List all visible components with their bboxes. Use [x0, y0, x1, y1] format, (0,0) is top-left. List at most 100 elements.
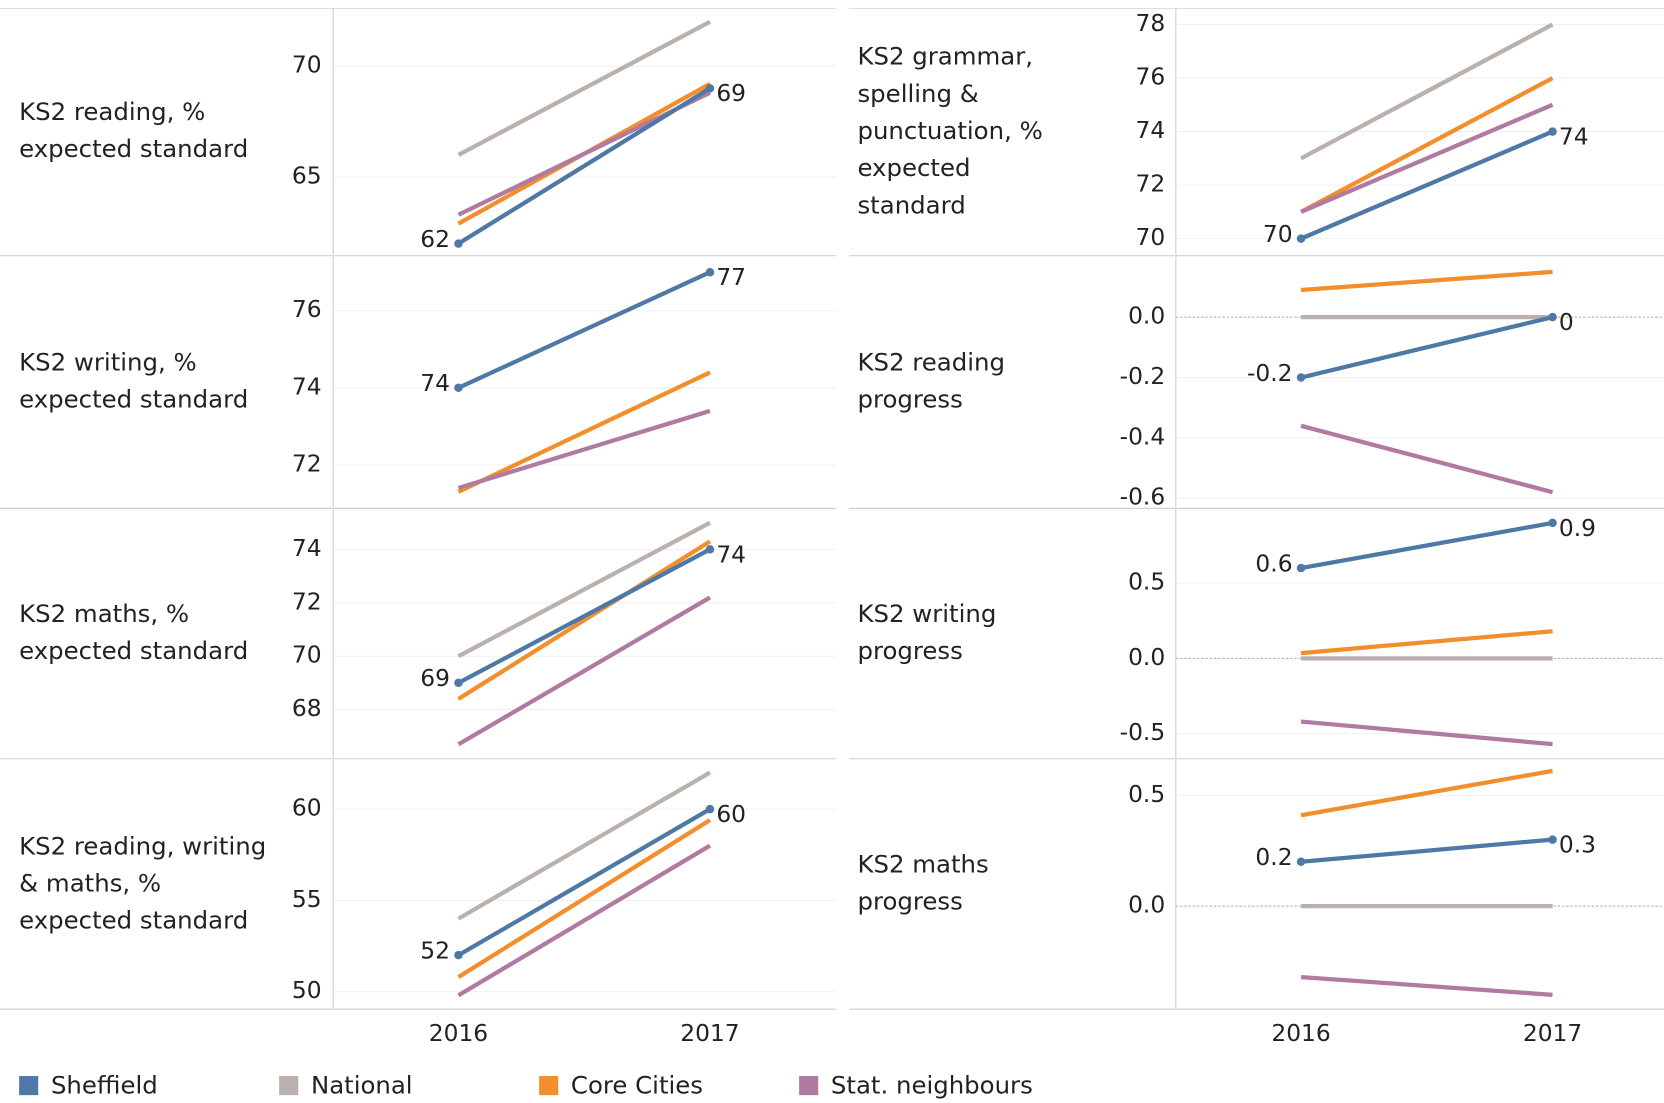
- y-tick-label: 78: [1136, 9, 1166, 37]
- point: [454, 383, 463, 393]
- series-line: Core Cities: [1300, 629, 1553, 656]
- series-line: National: [457, 19, 711, 157]
- point: [1548, 518, 1557, 528]
- panel-title-box: KS2 maths progress: [857, 851, 989, 916]
- y-tick-label: 55: [292, 885, 322, 913]
- y-tick-label: 68: [292, 694, 322, 722]
- data-label: 62: [420, 225, 450, 253]
- series-line: Stat. neighbours: [457, 408, 711, 491]
- data-label: -0.2: [1247, 359, 1293, 387]
- y-tick-label: 72: [292, 449, 322, 477]
- series-line: Sheffield: [1300, 520, 1553, 571]
- y-tick-label: 76: [292, 295, 322, 323]
- data-label: 70: [1263, 220, 1293, 248]
- panel-title: KS2 writing progress: [857, 600, 997, 666]
- series-line: Sheffield: [457, 807, 712, 958]
- panel-title: KS2 reading progress: [857, 349, 1005, 414]
- data-label: 69: [420, 664, 450, 692]
- series-line: Sheffield: [457, 86, 712, 246]
- y-tick-label: -0.4: [1120, 422, 1166, 450]
- point: [454, 239, 463, 248]
- y-tick-label: 0.5: [1128, 780, 1165, 808]
- series-line: Core Cities: [457, 818, 712, 979]
- series-line: Stat. neighbours: [1300, 102, 1554, 214]
- y-tick-label: 72: [1136, 170, 1166, 198]
- panel-title: KS2 reading, % expected standard: [19, 98, 249, 164]
- panel-title-box: KS2 writing, % expected standard: [19, 349, 249, 414]
- panel-title-box: KS2 reading progress: [857, 349, 1005, 414]
- panel-title: KS2 maths, % expected standard: [19, 600, 249, 666]
- legend-label: National: [311, 1071, 413, 1100]
- series-line: Stat. neighbours: [457, 595, 712, 747]
- legend-swatch: [799, 1076, 819, 1096]
- point: [1296, 234, 1306, 243]
- y-tick-label: 60: [292, 794, 322, 822]
- point: [1296, 857, 1306, 867]
- y-tick-label: 72: [292, 587, 322, 615]
- series-line: Sheffield: [1300, 837, 1553, 864]
- point: [1548, 312, 1557, 322]
- series-line: Sheffield: [457, 270, 711, 390]
- point: [705, 804, 715, 814]
- data-label: 0.9: [1559, 514, 1596, 542]
- data-label: 74: [1559, 122, 1589, 150]
- data-label: 69: [716, 79, 746, 107]
- legend-label: Core Cities: [571, 1071, 703, 1100]
- legend-swatch: [279, 1076, 299, 1096]
- y-tick-label: -0.6: [1120, 483, 1166, 511]
- x-tick-label: 2017: [1523, 1019, 1582, 1047]
- series-line: Stat. neighbours: [1300, 423, 1554, 495]
- panel-title: KS2 reading, writing & maths, % expected…: [19, 832, 267, 935]
- y-tick-label: 0.5: [1128, 568, 1165, 596]
- panel-title: KS2 writing, % expected standard: [19, 349, 249, 414]
- y-tick-label: 70: [1136, 223, 1166, 251]
- point: [454, 678, 463, 688]
- panel-title-box: KS2 maths, % expected standard: [19, 600, 249, 666]
- panel-title-box: KS2 grammar, spelling & punctuation, % e…: [857, 42, 1043, 220]
- panel-title: KS2 maths progress: [857, 851, 989, 916]
- x-tick-label: 2017: [680, 1019, 739, 1047]
- y-tick-label: 70: [292, 51, 322, 79]
- series-line: Sheffield: [1300, 315, 1554, 380]
- legend-swatch: [19, 1076, 39, 1096]
- legend-label: Stat. neighbours: [831, 1071, 1033, 1100]
- panel-title: KS2 grammar, spelling & punctuation, % e…: [857, 42, 1043, 220]
- point: [1548, 127, 1557, 136]
- series-line: Core Cities: [1300, 269, 1553, 293]
- panel-title-box: KS2 reading, writing & maths, % expected…: [19, 832, 267, 935]
- y-tick-label: 0.0: [1128, 891, 1165, 919]
- series-line: Core Cities: [1300, 768, 1553, 818]
- y-tick-label: 65: [292, 162, 322, 190]
- x-tick-label: 2016: [429, 1019, 488, 1047]
- series-line: Sheffield: [1300, 129, 1554, 241]
- series-line: Stat. neighbours: [1300, 974, 1553, 997]
- series-line: National: [1300, 22, 1554, 161]
- y-tick-label: -0.2: [1120, 362, 1166, 390]
- data-label: 74: [716, 540, 746, 568]
- y-tick-label: 70: [292, 641, 322, 669]
- legend-label: Sheffield: [51, 1071, 158, 1100]
- y-tick-label: 0.0: [1128, 302, 1165, 330]
- panel-title-box: KS2 reading, % expected standard: [19, 98, 249, 164]
- data-label: 74: [420, 369, 450, 397]
- data-label: 60: [716, 800, 746, 828]
- series-line: Core Cities: [1300, 76, 1554, 214]
- series-line: Core Cities: [457, 370, 711, 494]
- y-tick-label: -0.5: [1120, 718, 1166, 746]
- data-label: 0.2: [1255, 843, 1292, 871]
- series-line: Sheffield: [457, 547, 711, 685]
- point: [705, 267, 715, 277]
- point: [454, 950, 463, 960]
- point: [1296, 373, 1306, 382]
- series-line: Stat. neighbours: [457, 843, 712, 998]
- series-line: National: [457, 770, 712, 921]
- data-label: 77: [716, 263, 746, 291]
- legend-swatch: [539, 1076, 559, 1096]
- y-tick-label: 74: [292, 372, 322, 400]
- y-tick-label: 76: [1136, 63, 1166, 91]
- series-line: National: [457, 520, 711, 659]
- data-label: 0.6: [1255, 549, 1292, 577]
- data-label: 0.3: [1559, 830, 1596, 858]
